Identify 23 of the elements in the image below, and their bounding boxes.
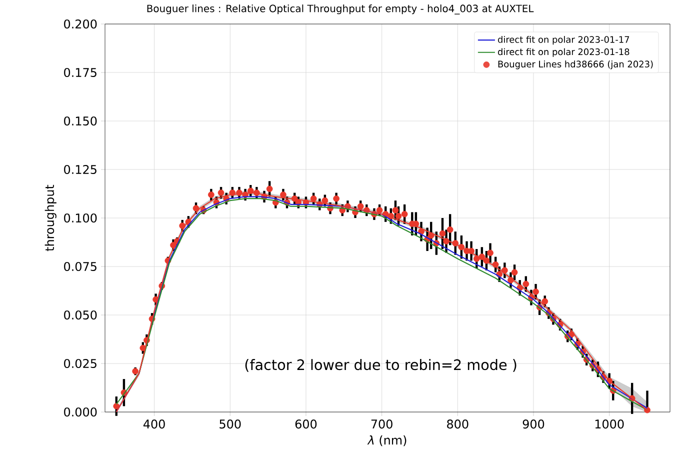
y-tick-label: 0.000 bbox=[64, 407, 97, 417]
legend-label: direct fit on polar 2023-01-17 bbox=[498, 36, 630, 45]
y-tick-label: 0.100 bbox=[64, 213, 97, 223]
chart-title: Bouguer lines : Relative Optical Throughput for empty - holo4_003 at AUXTEL bbox=[147, 4, 534, 14]
x-tick-label: 900 bbox=[522, 420, 544, 429]
annotation: (factor 2 lower due to rebin=2 mode ) bbox=[245, 359, 516, 372]
legend-label: Bouguer Lines hd38666 (jan 2023) bbox=[498, 60, 653, 70]
x-tick-label: 1000 bbox=[595, 420, 624, 429]
y-tick-label: 0.050 bbox=[64, 310, 97, 320]
y-tick-label: 0.150 bbox=[64, 116, 97, 126]
x-tick-label: 400 bbox=[143, 420, 165, 429]
y-tick-label: 0.175 bbox=[64, 68, 96, 78]
y-axis-title: throughput bbox=[44, 184, 56, 252]
x-tick-label: 700 bbox=[371, 420, 392, 429]
y-tick-label: 0.075 bbox=[64, 262, 96, 272]
y-tick-label: 0.025 bbox=[64, 358, 96, 368]
x-tick-label: 800 bbox=[447, 420, 468, 429]
x-tick-label: 600 bbox=[295, 420, 317, 429]
x-axis-title: λ (nm) bbox=[367, 435, 406, 446]
x-tick-label: 500 bbox=[220, 420, 241, 429]
y-tick-label: 0.200 bbox=[64, 19, 97, 29]
legend-label: direct fit on polar 2023-01-18 bbox=[498, 48, 630, 57]
y-tick-label: 0.125 bbox=[64, 164, 96, 174]
